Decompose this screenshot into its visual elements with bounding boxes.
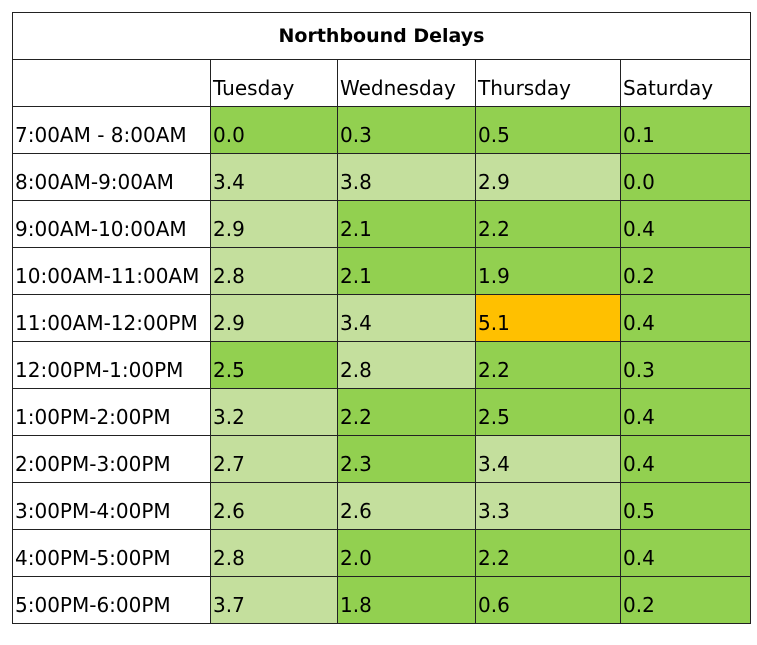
table-row: 2:00PM-3:00PM 2.7 2.3 3.4 0.4 (12, 435, 752, 483)
table-row: 4:00PM-5:00PM 2.8 2.0 2.2 0.4 (12, 529, 752, 577)
table-body: 7:00AM - 8:00AM 0.0 0.3 0.5 0.1 8:00AM-9:00AM… (12, 106, 752, 624)
delay-cell-saturday: 0.2 (619, 247, 752, 295)
delay-cell-saturday: 0.4 (619, 294, 752, 342)
delay-cell-thursday: 0.6 (475, 576, 621, 624)
delay-cell-saturday: 0.4 (619, 388, 752, 436)
delay-cell-saturday: 0.1 (619, 106, 752, 154)
delay-cell-thursday: 1.9 (475, 247, 621, 295)
delay-cell-wednesday: 1.8 (337, 576, 476, 624)
delay-cell-wednesday: 2.8 (337, 341, 476, 389)
delay-cell-wednesday: 2.1 (337, 247, 476, 295)
time-slot-label: 9:00AM-10:00AM (12, 200, 211, 248)
time-slot-label: 2:00PM-3:00PM (12, 435, 211, 483)
table-row: 9:00AM-10:00AM 2.9 2.1 2.2 0.4 (12, 200, 752, 248)
delay-cell-saturday: 0.2 (619, 576, 752, 624)
table-row: 8:00AM-9:00AM 3.4 3.8 2.9 0.0 (12, 153, 752, 201)
delay-cell-thursday: 3.3 (475, 482, 621, 530)
delay-cell-tuesday: 3.7 (210, 576, 338, 624)
table-row: 11:00AM-12:00PM 2.9 3.4 5.1 0.4 (12, 294, 752, 342)
header-cell-saturday: Saturday (619, 59, 752, 107)
delay-cell-wednesday: 2.1 (337, 200, 476, 248)
delay-cell-thursday: 2.2 (475, 529, 621, 577)
delay-cell-saturday: 0.4 (619, 435, 752, 483)
delay-cell-tuesday: 3.4 (210, 153, 338, 201)
table-title: Northbound Delays (11, 12, 752, 60)
delay-cell-tuesday: 0.0 (210, 106, 338, 154)
delay-cell-tuesday: 2.9 (210, 200, 338, 248)
delay-cell-saturday: 0.5 (619, 482, 752, 530)
delay-cell-saturday: 0.0 (619, 153, 752, 201)
time-slot-label: 1:00PM-2:00PM (12, 388, 211, 436)
time-slot-label: 11:00AM-12:00PM (12, 294, 211, 342)
delay-cell-tuesday: 2.5 (210, 341, 338, 389)
delay-cell-wednesday: 2.6 (337, 482, 476, 530)
delay-cell-wednesday: 3.8 (337, 153, 476, 201)
time-slot-label: 3:00PM-4:00PM (12, 482, 211, 530)
delay-cell-tuesday: 2.6 (210, 482, 338, 530)
delay-cell-wednesday: 2.0 (337, 529, 476, 577)
time-slot-label: 10:00AM-11:00AM (12, 247, 211, 295)
header-row: Tuesday Wednesday Thursday Saturday (12, 59, 752, 107)
northbound-delays-table: Northbound Delays Tuesday Wednesday Thur… (11, 12, 752, 624)
table-row: 12:00PM-1:00PM 2.5 2.8 2.2 0.3 (12, 341, 752, 389)
delay-cell-wednesday: 0.3 (337, 106, 476, 154)
time-slot-label: 5:00PM-6:00PM (12, 576, 211, 624)
delay-cell-thursday: 2.2 (475, 341, 621, 389)
delay-cell-tuesday: 2.8 (210, 529, 338, 577)
time-slot-label: 4:00PM-5:00PM (12, 529, 211, 577)
delay-cell-thursday: 5.1 (475, 294, 621, 342)
delay-cell-thursday: 2.2 (475, 200, 621, 248)
delay-cell-saturday: 0.3 (619, 341, 752, 389)
title-row: Northbound Delays (11, 12, 752, 60)
header-cell-tuesday: Tuesday (210, 59, 338, 107)
delay-cell-wednesday: 2.2 (337, 388, 476, 436)
delay-cell-wednesday: 3.4 (337, 294, 476, 342)
delay-cell-thursday: 2.9 (475, 153, 621, 201)
delay-cell-tuesday: 2.7 (210, 435, 338, 483)
table-row: 1:00PM-2:00PM 3.2 2.2 2.5 0.4 (12, 388, 752, 436)
time-slot-label: 7:00AM - 8:00AM (12, 106, 211, 154)
header-cell-wednesday: Wednesday (337, 59, 476, 107)
table-row: 3:00PM-4:00PM 2.6 2.6 3.3 0.5 (12, 482, 752, 530)
time-slot-label: 12:00PM-1:00PM (12, 341, 211, 389)
delay-cell-thursday: 3.4 (475, 435, 621, 483)
header-cell-thursday: Thursday (475, 59, 621, 107)
header-cell-empty (12, 59, 211, 107)
delay-cell-saturday: 0.4 (619, 529, 752, 577)
delay-cell-tuesday: 2.8 (210, 247, 338, 295)
delay-cell-thursday: 0.5 (475, 106, 621, 154)
delay-cell-tuesday: 3.2 (210, 388, 338, 436)
delay-cell-saturday: 0.4 (619, 200, 752, 248)
table-row: 5:00PM-6:00PM 3.7 1.8 0.6 0.2 (12, 576, 752, 624)
delay-cell-tuesday: 2.9 (210, 294, 338, 342)
table-row: 10:00AM-11:00AM 2.8 2.1 1.9 0.2 (12, 247, 752, 295)
delay-cell-wednesday: 2.3 (337, 435, 476, 483)
table-row: 7:00AM - 8:00AM 0.0 0.3 0.5 0.1 (12, 106, 752, 154)
delay-cell-thursday: 2.5 (475, 388, 621, 436)
time-slot-label: 8:00AM-9:00AM (12, 153, 211, 201)
